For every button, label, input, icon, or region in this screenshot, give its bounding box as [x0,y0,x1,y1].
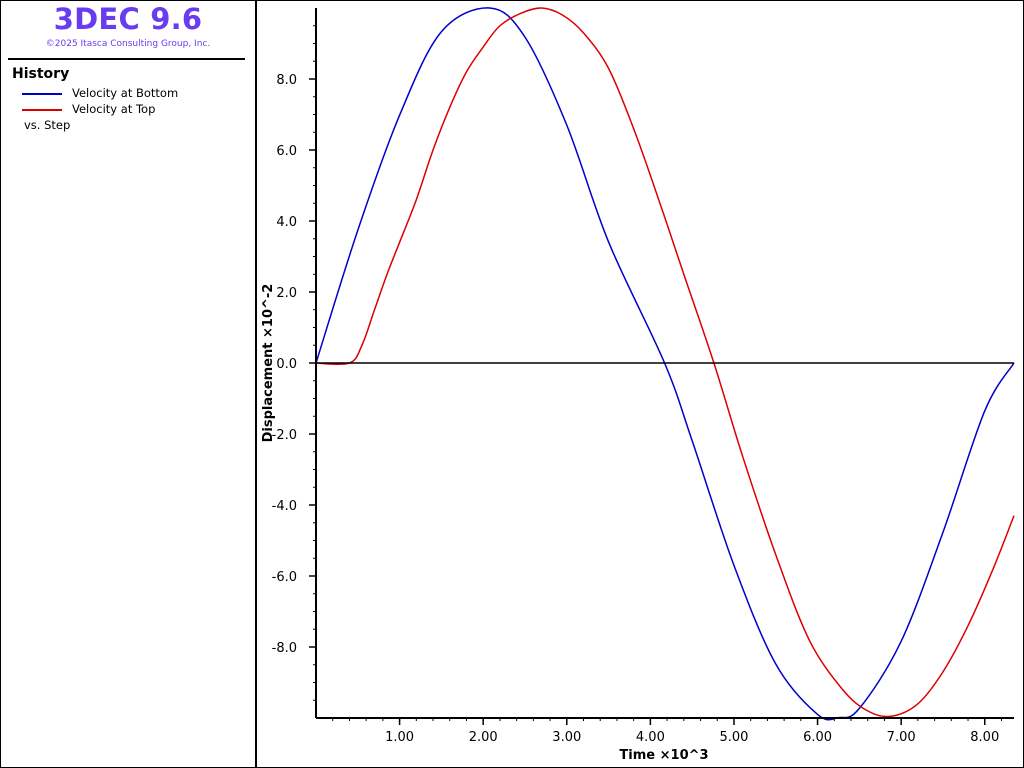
y-tick-label: 2.0 [276,286,297,301]
y-tick-label: -8.0 [272,641,297,656]
legend-label-bottom: Velocity at Bottom [72,86,179,100]
x-tick-label: 8.00 [970,730,999,745]
x-tick-label: 5.00 [719,730,748,745]
legend-label-top: Velocity at Top [72,102,156,116]
series-layer [315,7,1015,721]
copyright-text: ©2025 Itasca Consulting Group, Inc. [45,39,211,49]
y-tick-label: -6.0 [272,570,297,585]
title-divider [8,58,245,60]
series-line-bottom [315,7,1015,721]
y-tick-label: 6.0 [276,144,297,159]
y-tick-label: 4.0 [276,215,297,230]
app-title: 3DEC 9.6 [53,2,203,36]
x-tick-label: 6.00 [803,730,832,745]
y-tick-label: -2.0 [272,428,297,443]
legend-vs-label: vs. Step [24,118,71,132]
series-line-top [315,7,1015,718]
tick-labels: 8.0 6.0 4.0 2.0 0.0 -2.0 -4.0 -6.0 -8.0 1.00 2.00 3… [272,73,1000,745]
x-tick-label: 2.00 [469,730,498,745]
y-tick-label: -4.0 [272,499,297,514]
legend-swatch-bottom [22,93,62,95]
y-axis-title: Displacement ×10^-2 [261,284,276,443]
legend-panel: 3DEC 9.6 ©2025 Itasca Consulting Group, … [0,0,256,768]
legend-swatch-top [22,109,62,111]
x-tick-label: 3.00 [552,730,581,745]
y-tick-label: 8.0 [276,73,297,88]
minor-ticks [313,25,1002,721]
panel-divider [255,0,257,768]
x-tick-label: 7.00 [887,730,916,745]
x-tick-label: 4.00 [636,730,665,745]
y-tick-label: 0.0 [276,357,297,372]
legend-heading: History [12,66,70,82]
x-tick-label: 1.00 [385,730,414,745]
x-axis-title: Time ×10^3 [619,748,708,763]
major-ticks [309,78,986,725]
